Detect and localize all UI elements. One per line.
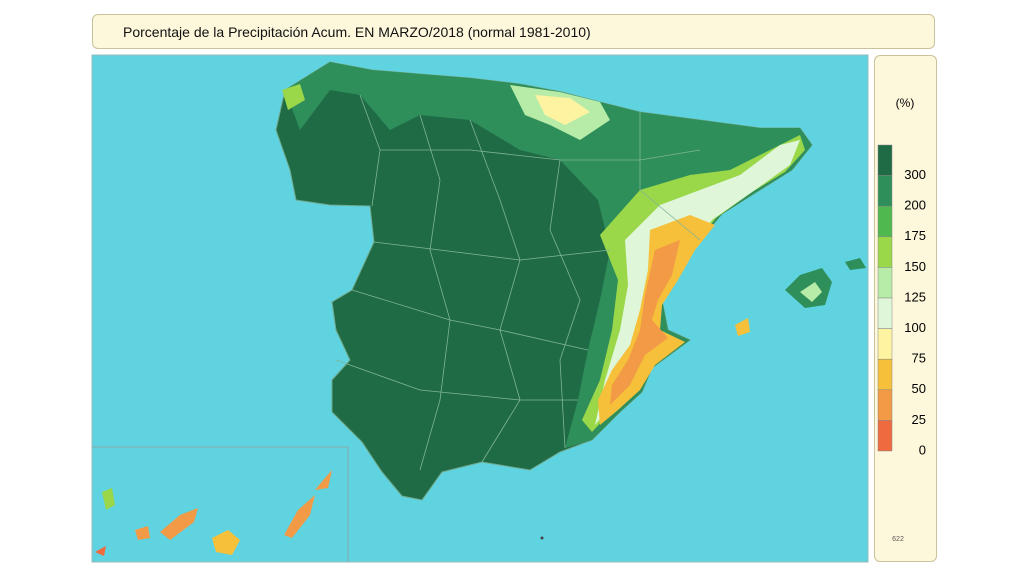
legend-label: 50: [912, 381, 926, 396]
legend-label: 100: [904, 320, 926, 335]
legend-label: 150: [904, 259, 926, 274]
canary-island: [212, 530, 240, 555]
title-box: Porcentaje de la Precipitación Acum. EN …: [92, 14, 935, 49]
mallorca-light: [800, 282, 822, 302]
legend-swatch: [877, 175, 893, 207]
canary-island: [95, 546, 106, 556]
galicia-light: [282, 84, 305, 110]
legend-label: 200: [904, 198, 926, 213]
legend-swatch: [877, 389, 893, 421]
legend-label: 125: [904, 289, 926, 304]
canary-island: [284, 495, 315, 538]
legend-swatch: [877, 328, 893, 360]
menorca: [845, 258, 866, 270]
canary-island: [160, 508, 198, 540]
legend: (%) 622 300 200 175 150 125 100 75 50 25 0: [877, 96, 926, 543]
canary-island: [135, 526, 150, 540]
zone-200: [285, 62, 812, 448]
north-light-core: [535, 95, 590, 125]
canary-island: [102, 488, 115, 510]
legend-label: 0: [919, 442, 926, 457]
legend-label: 25: [912, 412, 926, 427]
legend-swatch: [877, 358, 893, 391]
zone-25: [610, 240, 680, 405]
legend-swatch: [877, 297, 893, 329]
map-title: Porcentaje de la Precipitación Acum. EN …: [123, 24, 591, 40]
canary-island: [315, 470, 332, 490]
legend-swatch: [877, 267, 893, 299]
province-borders: [335, 94, 701, 471]
map-code: 622: [892, 536, 904, 543]
legend-swatch: [877, 236, 893, 268]
legend-swatch: [877, 144, 893, 176]
legend-label: 175: [904, 228, 926, 243]
legend-label: 300: [904, 167, 926, 182]
legend-unit: (%): [896, 96, 915, 110]
legend-swatch: [877, 420, 893, 452]
inset-frame: [92, 446, 349, 562]
legend-label: 75: [912, 351, 926, 366]
alboran: [540, 536, 544, 540]
legend-swatch: [877, 205, 893, 238]
ibiza: [735, 318, 750, 336]
